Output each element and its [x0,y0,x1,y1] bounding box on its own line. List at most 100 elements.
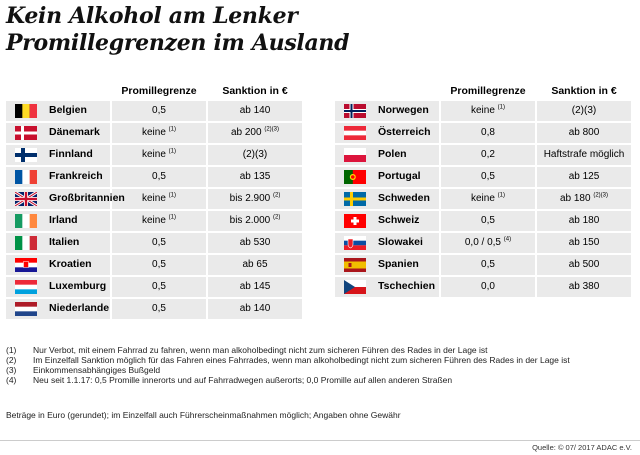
sanction-value: (2)(3) [571,105,597,116]
limit-cell [112,189,206,209]
sanction-value: ab 200 (2)(3) [230,126,280,138]
limit-cell [112,167,206,187]
country-name: Finnland [49,148,93,160]
country-name: Norwegen [378,104,429,116]
header-limit: Promillegrenze [450,85,526,97]
header-sanction: Sanktion in € [222,85,288,97]
limit-footnote: (4) [503,236,512,243]
sanction-cell [537,145,631,165]
limit-value: keine (1) [470,104,506,116]
country-name: Niederlande [49,302,110,314]
table-row: Kroatien 0,5 ab 65 [6,255,302,277]
table-row: Italien 0,5 ab 530 [6,233,302,255]
sanction-cell [537,211,631,231]
country-name: Irland [49,214,78,226]
table-row: Spanien 0,5 ab 500 [335,255,631,277]
country-name: Polen [378,148,407,160]
country-name: Slowakei [378,236,423,248]
table-row: Irland keine (1) bis 2.000 (2) [6,211,302,233]
sanction-footnote: (2) [273,214,281,221]
sanction-cell [208,145,302,165]
sanction-value: ab 145 [239,281,271,292]
sanction-cell [208,233,302,253]
limit-value: keine (1) [141,192,177,204]
sanction-cell [208,277,302,297]
country-name: Tschechien [378,280,435,292]
source-credit: Quelle: © 07/ 2017 ADAC e.V. [532,443,632,452]
limit-value: 0,8 [481,127,495,138]
flag-austria-icon [344,126,366,140]
limit-cell [112,233,206,253]
limit-value: 0,5 [152,281,166,292]
flag-spain-icon [344,258,366,272]
limit-cell [112,101,206,121]
sanction-cell [208,189,302,209]
limit-value: 0,5 [152,303,166,314]
sanction-cell [537,233,631,253]
country-name: Schweden [378,192,430,204]
table-row: Schweden keine (1) ab 180 (2)(3) [335,189,631,211]
country-name: Kroatien [49,258,92,270]
table-row: Österreich 0,8 ab 800 [335,123,631,145]
sanction-cell [537,189,631,209]
sanction-cell [208,211,302,231]
sanction-cell [208,123,302,143]
sanction-footnote: (2) [273,192,281,199]
sanction-cell [537,255,631,275]
limit-cell [441,101,535,121]
limit-value: 0,5 [152,171,166,182]
sanction-cell [537,277,631,297]
flag-france-icon [15,170,37,184]
country-name: Belgien [49,104,87,116]
sanction-value: ab 140 [239,303,271,314]
left-table: Promillegrenze Sanktion in € Belgien 0,5 … [6,83,302,321]
sanction-value: Haftstrafe möglich [543,149,625,160]
table-row: Norwegen keine (1) (2)(3) [335,101,631,123]
limit-cell [112,255,206,275]
sanction-cell [537,101,631,121]
sanction-value: ab 65 [242,259,268,270]
sanction-cell [537,167,631,187]
table-row: Tschechien 0,0 ab 380 [335,277,631,299]
limit-value: 0,5 [481,171,495,182]
limit-cell [441,255,535,275]
sanction-value: ab 530 [239,237,271,248]
title-line-1: Kein Alkohol am Lenker [6,3,298,29]
sanction-value: ab 500 [568,259,600,270]
table-row: Portugal 0,5 ab 125 [335,167,631,189]
flag-italy-icon [15,236,37,250]
sanction-value: ab 125 [568,171,600,182]
limit-value: 0,5 [152,105,166,116]
country-name: Österreich [378,126,431,138]
country-name: Spanien [378,258,419,270]
table-row: Schweiz 0,5 ab 180 [335,211,631,233]
limit-value: keine (1) [141,148,177,160]
country-name: Dänemark [49,126,100,138]
table-row: Slowakei 0,0 / 0,5 (4) ab 150 [335,233,631,255]
flag-finland-icon [15,148,37,162]
flag-switzerland-icon [344,214,366,228]
flag-netherlands-icon [15,302,37,316]
limit-value: 0,2 [481,149,495,160]
sanction-value: bis 2.900 (2) [229,192,281,204]
sanction-value: ab 800 [568,127,600,138]
sanction-value: ab 180 [568,215,600,226]
table-row: Luxemburg 0,5 ab 145 [6,277,302,299]
sanction-value: (2)(3) [242,149,268,160]
title-line-2: Promillegrenzen im Ausland [6,30,350,56]
country-name: Großbritannien [49,192,125,204]
sanction-cell [537,123,631,143]
country-name: Italien [49,236,80,248]
right-table-header: Promillegrenze Sanktion in € [335,83,631,101]
limit-value: keine (1) [141,126,177,138]
limit-value: keine (1) [470,192,506,204]
limit-cell [441,277,535,297]
limit-value: 0,5 [481,215,495,226]
limit-footnote: (1) [497,104,506,111]
limit-cell [441,145,535,165]
limit-value: 0,5 [152,237,166,248]
limit-cell [112,211,206,231]
limit-cell [441,167,535,187]
limit-footnote: (1) [168,214,177,221]
flag-uk-icon [15,192,37,206]
